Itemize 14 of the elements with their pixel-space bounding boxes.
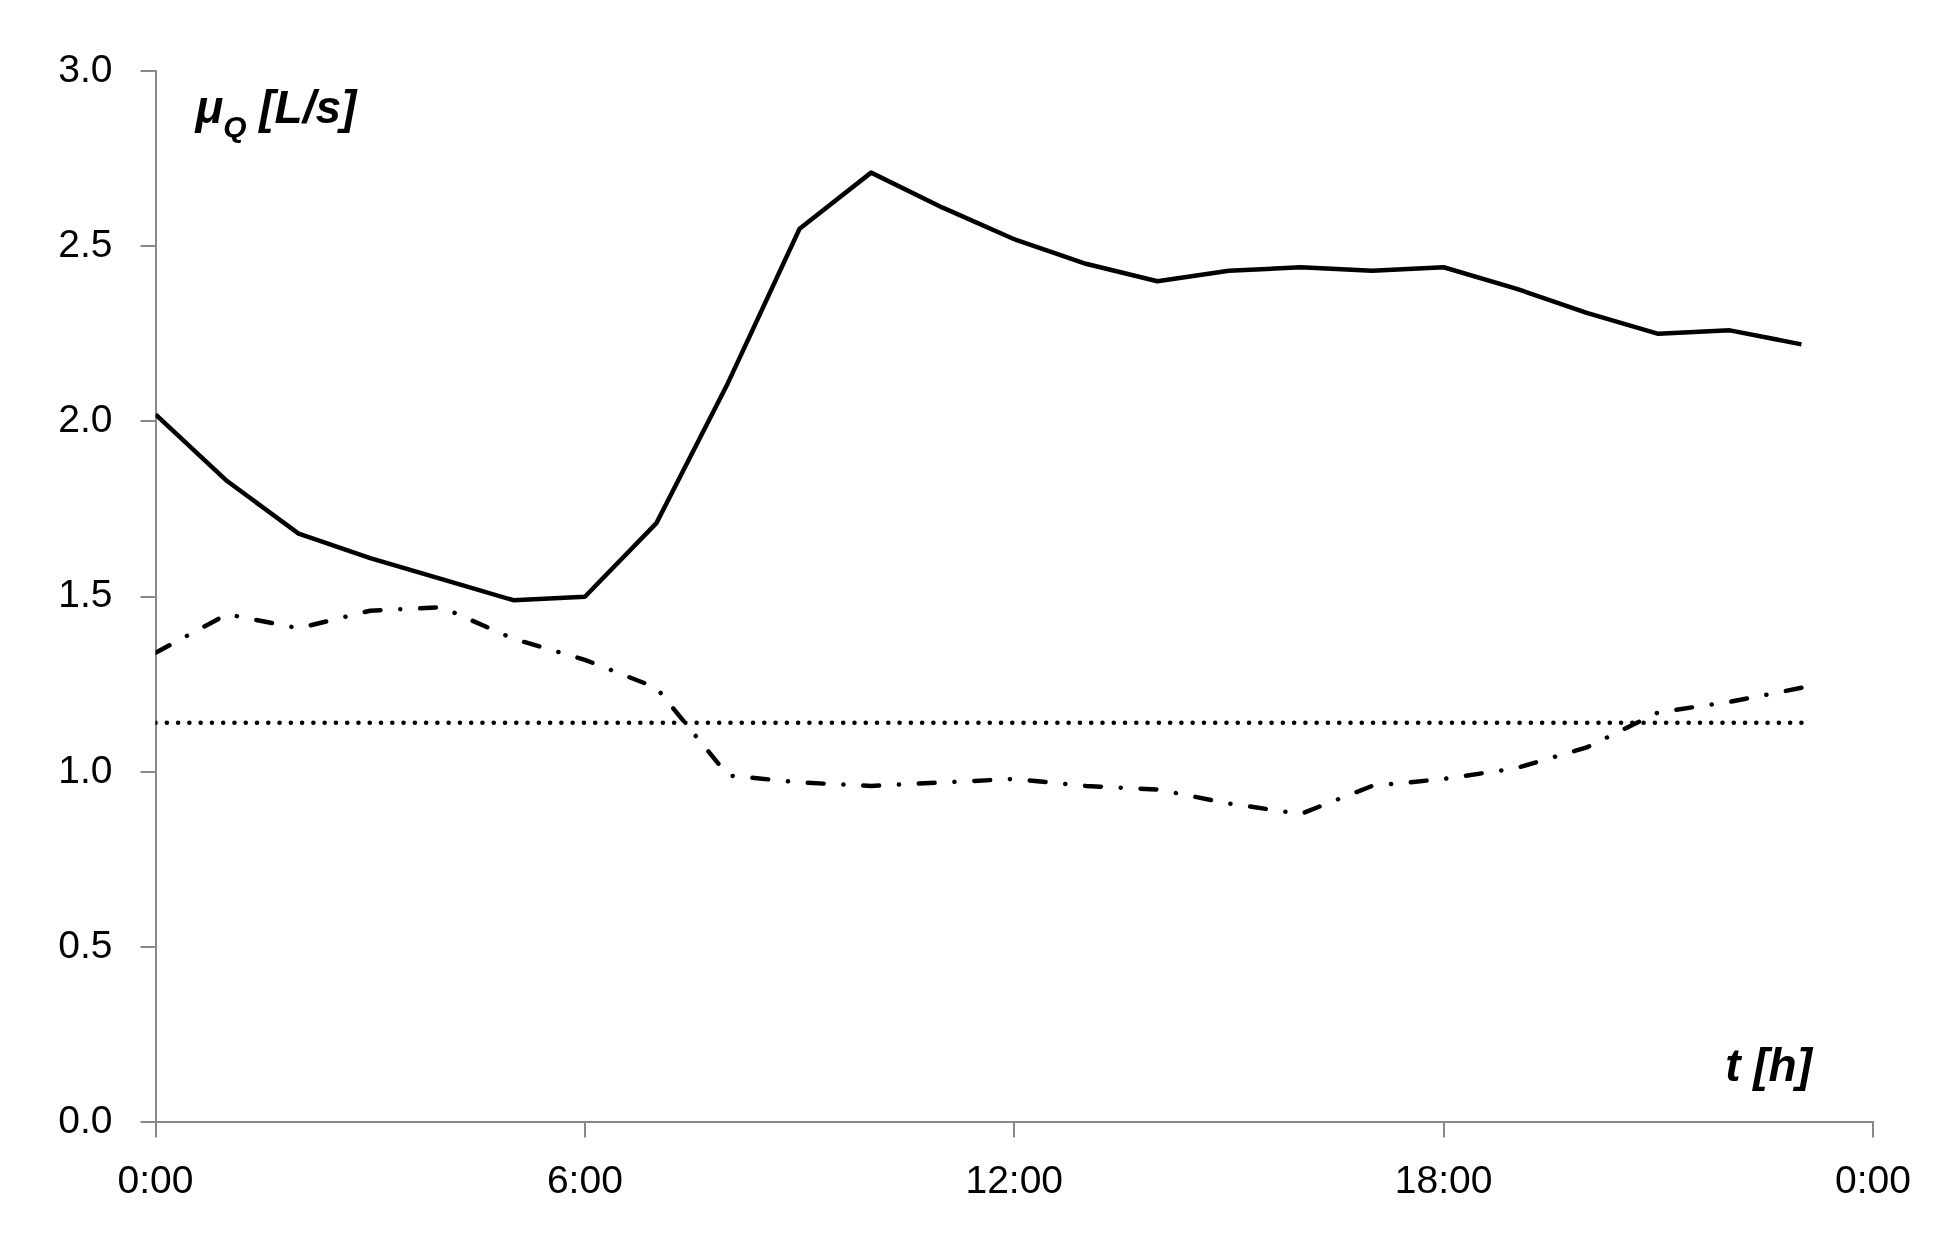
line-series (155, 604, 1804, 817)
x-axis-title: t [h] (1725, 1039, 1814, 1092)
y-tick-label: 2.0 (58, 397, 113, 441)
x-tick-label: 0:00 (117, 1157, 194, 1201)
y-tick-label: 3.0 (58, 46, 113, 90)
x-tick-label: 6:00 (546, 1157, 623, 1201)
y-tick-label: 2.5 (58, 221, 113, 265)
y-tick-label: 0.5 (58, 922, 113, 966)
x-tick-label: 0:00 (1835, 1157, 1911, 1201)
y-tick-label: 1.0 (58, 747, 113, 791)
x-tick-label: 18:00 (1394, 1157, 1493, 1201)
y-tick-label: 1.5 (58, 572, 113, 616)
y-tick-label: 0.0 (58, 1098, 113, 1142)
x-tick-label: 12:00 (965, 1157, 1064, 1201)
